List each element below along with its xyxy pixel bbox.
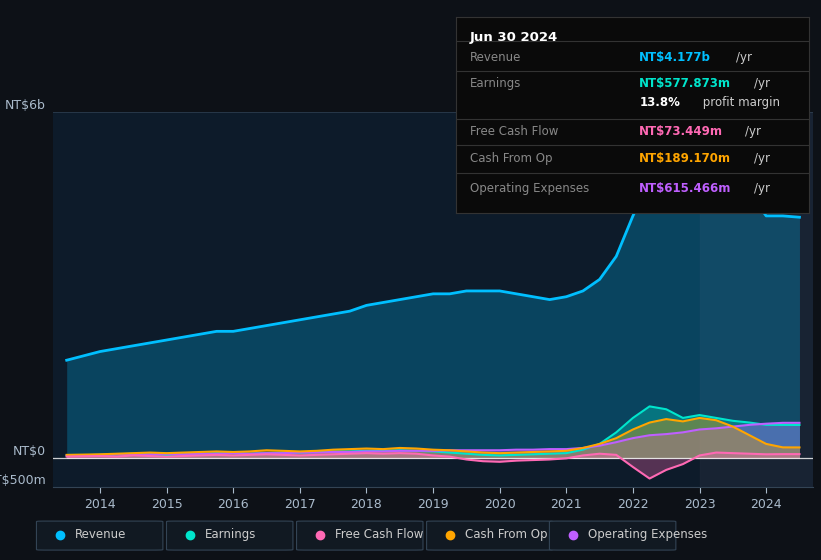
Text: 13.8%: 13.8% [640, 96, 680, 109]
Text: Cash From Op: Cash From Op [470, 152, 553, 165]
Text: Earnings: Earnings [470, 77, 521, 90]
Text: Earnings: Earnings [204, 528, 256, 542]
Text: NT$0: NT$0 [12, 445, 46, 458]
Text: /yr: /yr [754, 77, 770, 90]
Text: NT$6b: NT$6b [5, 99, 46, 112]
Text: /yr: /yr [745, 125, 761, 138]
Text: /yr: /yr [754, 152, 770, 165]
Text: NT$615.466m: NT$615.466m [640, 182, 732, 195]
Text: /yr: /yr [754, 182, 770, 195]
Text: Revenue: Revenue [470, 52, 521, 64]
Text: Jun 30 2024: Jun 30 2024 [470, 31, 558, 44]
Text: NT$4.177b: NT$4.177b [640, 52, 711, 64]
Text: /yr: /yr [736, 52, 752, 64]
FancyBboxPatch shape [296, 521, 423, 550]
Text: Free Cash Flow: Free Cash Flow [335, 528, 423, 542]
Text: NT$189.170m: NT$189.170m [640, 152, 732, 165]
Text: Operating Expenses: Operating Expenses [588, 528, 707, 542]
Text: NT$73.449m: NT$73.449m [640, 125, 723, 138]
FancyBboxPatch shape [167, 521, 293, 550]
Text: profit margin: profit margin [699, 96, 780, 109]
Text: Operating Expenses: Operating Expenses [470, 182, 589, 195]
Bar [699, 112, 813, 487]
FancyBboxPatch shape [427, 521, 553, 550]
Text: Revenue: Revenue [75, 528, 126, 542]
FancyBboxPatch shape [549, 521, 676, 550]
Text: Free Cash Flow: Free Cash Flow [470, 125, 558, 138]
FancyBboxPatch shape [36, 521, 163, 550]
Text: NT$577.873m: NT$577.873m [640, 77, 732, 90]
Text: -NT$500m: -NT$500m [0, 474, 46, 487]
Text: Cash From Op: Cash From Op [465, 528, 548, 542]
